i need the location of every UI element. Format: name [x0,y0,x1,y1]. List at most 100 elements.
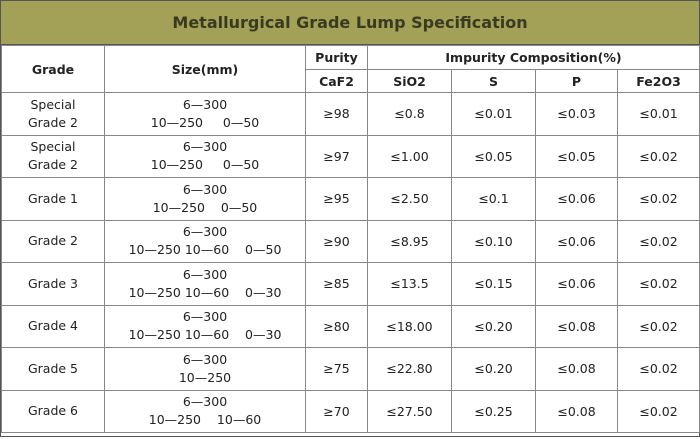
value-cell: ≤0.10 [451,219,536,263]
grade-text: Special Grade 2 [27,139,79,173]
size-cell: 6—300 10—250 10—60 0—30 [104,262,306,306]
size-cell: 6—300 10—250 [104,347,306,391]
value-cell: ≤0.02 [616,219,700,263]
value-cell: ≤18.00 [367,304,452,348]
value-cell: ≤13.5 [367,262,452,306]
value-cell: ≤0.08 [535,389,618,433]
value-cell: ≤0.15 [451,262,536,306]
size-line: 10—250 10—60 [148,412,262,428]
size-line: 6—300 [182,96,228,112]
grade-cell: Grade 2 [1,219,105,263]
grade-text: Grade 1 [27,190,79,206]
value-cell: ≤0.02 [616,347,700,391]
size-line: 10—250 10—60 0—30 [128,284,282,300]
title: Metallurgical Grade Lump Specification [1,1,699,45]
size-line: 10—250 0—50 [152,199,258,215]
value-cell: ≥98 [305,92,368,136]
size-cell: 6—300 10—250 10—60 0—50 [104,219,306,263]
value-cell: ≤2.50 [367,177,452,221]
value-cell: ≤0.02 [616,304,700,348]
value-cell: ≤0.01 [451,92,536,136]
table-row: Grade 1 6—300 10—250 0—50 ≥95 ≤2.50 ≤0.1 ≤0.06… [1,177,700,221]
size-line: 10—250 10—60 0—30 [128,327,282,343]
header-cell: SiO2 [367,69,452,93]
size-line: 6—300 [182,224,228,240]
size-line: 10—250 10—60 0—50 [128,242,282,258]
size-line: 10—250 0—50 [150,114,260,130]
value-cell: ≥85 [305,262,368,306]
value-cell: ≤0.20 [451,304,536,348]
table-row: Special Grade 2 6—300 10—250 0—50 ≥98 ≤0.8 ≤0… [1,92,700,136]
grade-cell: Special Grade 2 [1,92,105,136]
grade-text: Grade 4 [27,318,79,334]
value-cell: ≤0.02 [616,177,700,221]
header-cell: S [451,69,536,93]
size-line: 6—300 [182,139,228,155]
value-cell: ≤0.8 [367,92,452,136]
grade-cell: Grade 6 [1,389,105,433]
size-cell: 6—300 10—250 0—50 [104,177,306,221]
header-cell: Impurity Composition(%) [366,45,700,70]
value-cell: ≥70 [305,389,368,433]
grade-cell: Grade 5 [1,347,105,391]
grade-cell: Grade 3 [1,262,105,306]
value-cell: ≤0.02 [616,262,700,306]
grade-text: Grade 3 [27,275,79,291]
value-cell: ≤22.80 [367,347,452,391]
header-cell: P [535,69,618,93]
header-cell: Size(mm) [104,45,306,93]
value-cell: ≤0.1 [451,177,536,221]
size-cell: 6—300 10—250 0—50 [104,92,306,136]
value-cell: ≥97 [305,134,368,178]
size-line: 6—300 [182,394,228,410]
value-cell: ≤0.08 [535,304,618,348]
grade-text: Grade 2 [27,233,79,249]
grade-cell: Special Grade 2 [1,134,105,178]
value-cell: ≤8.95 [367,219,452,263]
grade-text: Grade 6 [27,403,79,419]
value-cell: ≤1.00 [367,134,452,178]
value-cell: ≤0.02 [616,134,700,178]
size-line: 6—300 [182,181,228,197]
table-row: Grade 3 6—300 10—250 10—60 0—30 ≥85 ≤13.5 ≤0.… [1,262,700,306]
size-line: 10—250 [178,369,232,385]
table-row: Grade 5 6—300 10—250 ≥75 ≤22.80 ≤0.20 ≤0.08 ≤0.… [1,347,700,391]
size-cell: 6—300 10—250 10—60 0—30 [104,304,306,348]
size-line: 10—250 0—50 [150,157,260,173]
grade-cell: Grade 4 [1,304,105,348]
value-cell: ≥95 [305,177,368,221]
table-row: Grade 2 6—300 10—250 10—60 0—50 ≥90 ≤8.95 ≤0.… [1,219,700,263]
value-cell: ≤0.05 [535,134,618,178]
value-cell: ≤0.08 [535,347,618,391]
value-cell: ≥75 [305,347,368,391]
header-cell: Purity [305,45,368,70]
value-cell: ≥80 [305,304,368,348]
spec-table: Grade Size(mm) Purity Impurity Compositi… [1,45,700,433]
table-row: Special Grade 2 6—300 10—250 0—50 ≥97 ≤1.00 ≤… [1,134,700,178]
size-line: 6—300 [182,266,228,282]
grade-text: Special Grade 2 [27,96,79,130]
value-cell: ≤27.50 [367,389,452,433]
grade-text: Grade 5 [27,360,79,376]
size-line: 6—300 [182,351,228,367]
value-cell: ≤0.06 [535,262,618,306]
size-cell: 6—300 10—250 0—50 [104,134,306,178]
value-cell: ≤0.01 [616,92,700,136]
size-cell: 6—300 10—250 10—60 [104,389,306,433]
size-line: 6—300 [182,309,228,325]
header-cell: Grade [1,45,105,93]
value-cell: ≤0.20 [451,347,536,391]
table-row: Grade 6 6—300 10—250 10—60 ≥70 ≤27.50 ≤0.25 ≤0… [1,389,700,433]
table-row: Grade 4 6—300 10—250 10—60 0—30 ≥80 ≤18.00 ≤0… [1,304,700,348]
header-cell: CaF2 [305,69,368,93]
value-cell: ≤0.25 [451,389,536,433]
grade-cell: Grade 1 [1,177,105,221]
value-cell: ≤0.05 [451,134,536,178]
value-cell: ≤0.06 [535,177,618,221]
value-cell: ≥90 [305,219,368,263]
header-cell: Fe2O3 [616,69,700,93]
value-cell: ≤0.03 [535,92,618,136]
value-cell: ≤0.06 [535,219,618,263]
value-cell: ≤0.02 [616,389,700,433]
